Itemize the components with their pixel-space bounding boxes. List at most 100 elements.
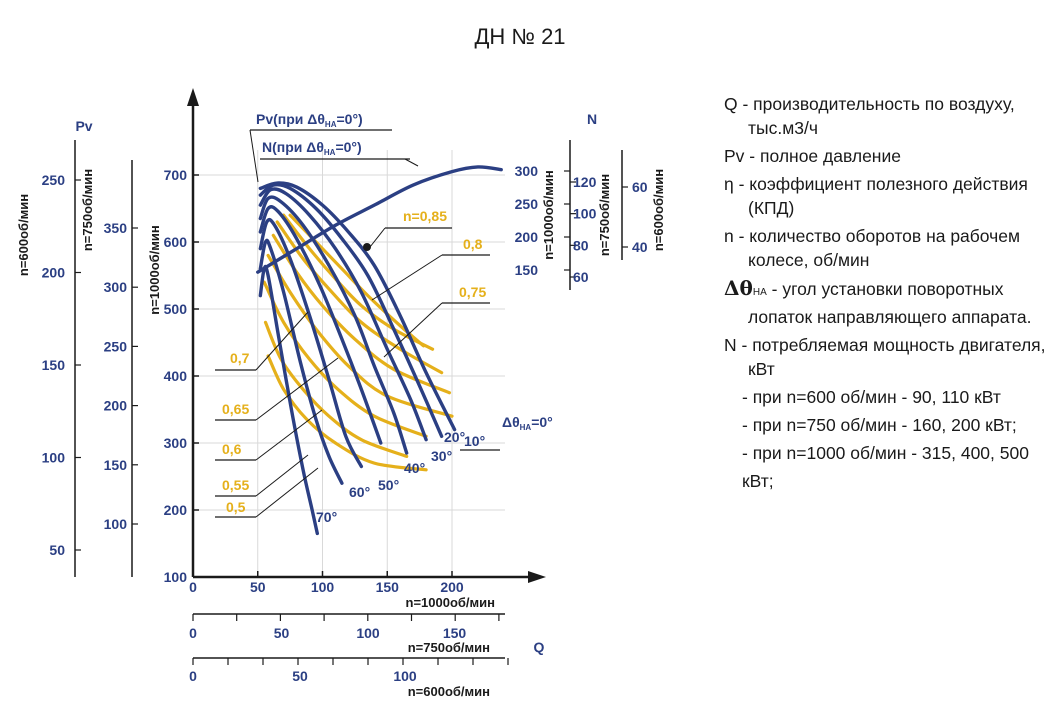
power-tick-label-600: 40 — [632, 239, 648, 255]
efficiency-curve — [263, 320, 409, 458]
pressure-tick-label-750: 350 — [104, 220, 128, 236]
pressure-tick-label-600: 200 — [42, 265, 66, 281]
angle-label: 60° — [349, 484, 370, 500]
flow-tick-label-750: 150 — [443, 625, 467, 641]
optimum-point-marker — [363, 243, 371, 251]
pressure-tick-label-750: 250 — [104, 338, 128, 354]
legend-q: Q - производительность по воздуху, тыс.м… — [724, 92, 1054, 140]
efficiency-label: 0,6 — [222, 441, 242, 457]
power-curve-legend: N(при ΔθНА=0°) — [262, 139, 362, 157]
flow-axis-symbol: Q — [534, 639, 545, 655]
pressure-axis-label: n=1000об/мин — [147, 225, 162, 315]
flow-tick-label-750: 50 — [274, 625, 290, 641]
angle-label-zero: ΔθНА=0° — [502, 414, 553, 432]
angle-label: 10° — [464, 433, 485, 449]
pressure-curve — [258, 182, 444, 438]
flow-tick-label: 150 — [376, 579, 400, 595]
power-axis-symbol: N — [587, 111, 597, 127]
pressure-curve — [258, 187, 428, 442]
pressure-tick-label: 300 — [164, 435, 188, 451]
pressure-curve — [258, 217, 364, 469]
legend-power: N - потребляемая мощность двигателя, кВт… — [724, 333, 1054, 493]
angle-label: 70° — [316, 509, 337, 525]
angle-label: 50° — [378, 477, 399, 493]
power-tick-label-750: 100 — [573, 206, 597, 222]
pressure-tick-label-750: 150 — [104, 457, 128, 473]
flow-tick-label: 200 — [440, 579, 464, 595]
power-tick-label-1000: 150 — [515, 262, 539, 278]
legend-q-symbol: Q — [724, 94, 738, 114]
pressure-axis-symbol: Pv — [75, 118, 92, 134]
pressure-tick-label: 500 — [164, 301, 188, 317]
legend-eta: η - коэффициент полезного действия (КПД) — [724, 172, 1054, 220]
legend-delta: ΔθНА - угол установки поворотных лопаток… — [724, 276, 1054, 329]
fan-performance-chart: 100200300400500600700n=1000об/мин1001502… — [16, 88, 666, 699]
x-axis-arrow — [528, 571, 546, 583]
power-tick-label-750: 120 — [573, 174, 597, 190]
power-tick-label-600: 60 — [632, 179, 648, 195]
power-curve — [256, 165, 503, 274]
efficiency-leader-line — [255, 467, 319, 518]
power-axis-label-1000: n=1000об/мин — [541, 170, 556, 260]
pressure-curve — [258, 205, 383, 445]
pressure-tick-label: 200 — [164, 502, 188, 518]
pressure-tick-label: 400 — [164, 368, 188, 384]
efficiency-leader-line — [369, 227, 386, 248]
pressure-tick-label-600: 100 — [42, 450, 66, 466]
y-axis-arrow — [187, 88, 199, 106]
power-axis-label-750: n=750об/мин — [597, 174, 612, 256]
angle-label: 30° — [431, 448, 452, 464]
chart-title: ДН № 21 — [474, 24, 566, 49]
pressure-axis-label-600: n=600об/мин — [16, 194, 31, 276]
legend-delta-symbol: Δθ — [724, 276, 753, 300]
pressure-tick-label: 700 — [164, 167, 188, 183]
efficiency-label: 0,75 — [459, 284, 486, 300]
legend-panel: Q - производительность по воздуху, тыс.м… — [724, 92, 1054, 497]
pressure-tick-label-600: 250 — [42, 172, 66, 188]
efficiency-label: n=0,85 — [403, 208, 447, 224]
legend-delta-sub: НА — [752, 287, 767, 298]
pressure-axis-label-750: n=750об/мин — [80, 169, 95, 251]
legend-power-item: - при n=750 об/мин - 160, 200 кВт; — [742, 415, 1017, 435]
power-tick-label-750: 80 — [573, 237, 589, 253]
pressure-curve — [258, 195, 409, 455]
efficiency-leader-line — [383, 302, 443, 358]
power-tick-label-1000: 200 — [515, 229, 539, 245]
legend-pv: Pv - полное давление — [724, 144, 1054, 168]
legend-n-symbol: n — [724, 226, 734, 246]
power-axis-label-600: n=600об/мин — [651, 169, 666, 251]
flow-tick-label: 50 — [250, 579, 266, 595]
efficiency-label: 0,65 — [222, 401, 249, 417]
legend-power-item: кВт; — [742, 471, 774, 491]
power-tick-label-750: 60 — [573, 269, 589, 285]
power-legend-leader — [404, 158, 419, 167]
legend-n-text2: колесе, об/мин — [748, 250, 870, 270]
legend-power-text2: кВт — [748, 359, 775, 379]
efficiency-leader-line — [255, 454, 309, 497]
flow-tick-label-600: 0 — [189, 668, 197, 684]
efficiency-label: 0,7 — [230, 350, 250, 366]
legend-n: n - количество оборотов на рабочем колес… — [724, 224, 1054, 272]
efficiency-curve — [262, 280, 428, 438]
pressure-tick-label-750: 100 — [104, 516, 128, 532]
legend-eta-text: - коэффициент полезного действия — [733, 174, 1028, 194]
legend-power-text: - потребляемая мощность двигателя, — [736, 335, 1046, 355]
legend-eta-symbol: η — [724, 174, 734, 194]
flow-tick-label: 0 — [189, 579, 197, 595]
flow-axis-label-600: n=600об/мин — [408, 684, 490, 699]
flow-tick-label-750: 100 — [356, 625, 380, 641]
legend-q-text: - производительность по воздуху, — [737, 94, 1015, 114]
efficiency-leader-line — [371, 254, 443, 301]
legend-power-symbol: N — [724, 335, 737, 355]
pv-legend-leader — [249, 129, 259, 183]
flow-tick-label-600: 50 — [292, 668, 308, 684]
flow-axis-label-750: n=750об/мин — [408, 640, 490, 655]
power-tick-label-1000: 250 — [515, 196, 539, 212]
efficiency-leader-line — [255, 311, 309, 371]
efficiency-curve — [282, 213, 435, 351]
legend-eta-text2: (КПД) — [748, 198, 795, 218]
pressure-tick-label: 600 — [164, 234, 188, 250]
angle-label: 40° — [404, 460, 425, 476]
pressure-curve — [258, 181, 457, 432]
legend-delta-text: - угол установки поворотных — [766, 279, 1004, 299]
